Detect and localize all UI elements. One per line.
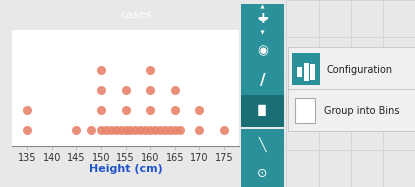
Text: +: + <box>256 11 269 26</box>
Text: /: / <box>260 73 265 88</box>
Bar <box>304 63 309 81</box>
Text: ◉: ◉ <box>257 44 268 57</box>
Text: ╲: ╲ <box>259 136 266 152</box>
Text: ▐▌: ▐▌ <box>254 105 271 116</box>
X-axis label: Height (cm): Height (cm) <box>89 164 162 174</box>
Bar <box>310 64 315 80</box>
Text: Configuration: Configuration <box>326 65 393 75</box>
Text: ⊙: ⊙ <box>257 167 268 180</box>
Bar <box>292 53 320 85</box>
Text: cases: cases <box>120 10 151 20</box>
Bar <box>297 67 303 77</box>
Text: Group into Bins: Group into Bins <box>324 106 399 116</box>
Bar <box>295 98 315 123</box>
